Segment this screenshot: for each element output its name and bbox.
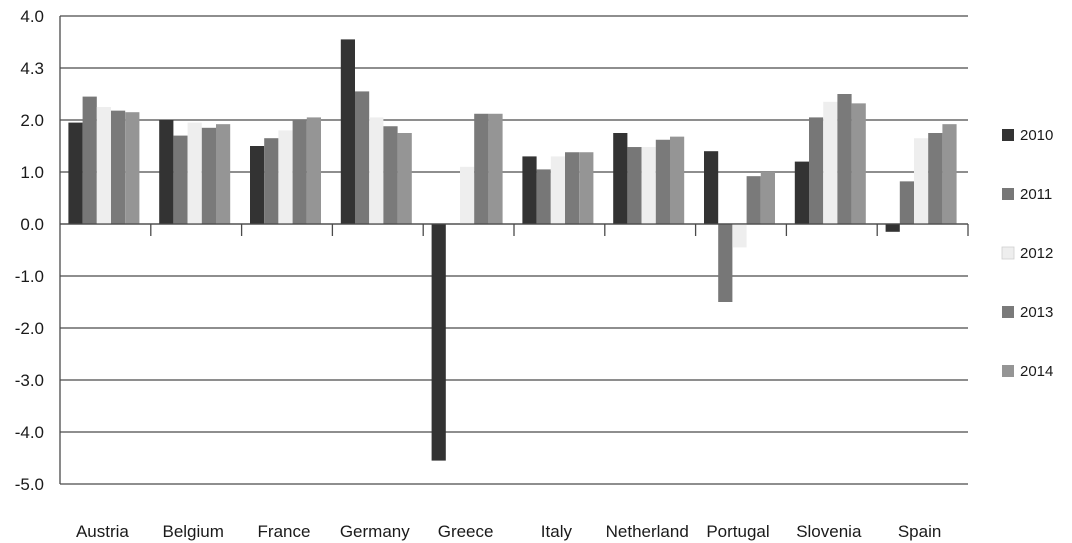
bar-2013-portugal [746, 176, 761, 224]
legend-swatch-2014 [1002, 365, 1014, 377]
bar-2011-austria [82, 96, 97, 224]
x-category-label: Greece [438, 522, 494, 541]
bar-2013-france [292, 120, 307, 224]
legend: 2010 2011 2012 2013 2014 [1001, 127, 1053, 380]
x-category-label: Italy [541, 522, 573, 541]
x-category-label: Spain [898, 522, 941, 541]
bar-2013-germany [383, 126, 398, 224]
bar-2013-spain [928, 133, 943, 224]
bar-2014-france [306, 117, 321, 224]
bar-2011-spain [899, 181, 914, 224]
bar-2013-slovenia [837, 94, 852, 224]
bar-2012-italy [550, 156, 565, 224]
x-category-label: Portugal [706, 522, 769, 541]
y-tick-label: -4.0 [15, 423, 44, 442]
bar-2012-germany [369, 117, 384, 224]
legend-label: 2014 [1020, 363, 1053, 380]
x-category-label: Netherland [606, 522, 689, 541]
bar-2014-germany [397, 133, 412, 224]
bars [68, 39, 957, 461]
y-tick-label: -3.0 [15, 371, 44, 390]
y-tick-label: 4.3 [20, 59, 44, 78]
bar-2010-slovenia [794, 161, 809, 224]
bar-2010-belgium [159, 120, 174, 224]
bar-2014-portugal [760, 172, 775, 224]
x-axis-category-labels: Austria Belgium France Germany Greece Italy Ne… [76, 522, 941, 541]
bar-2012-greece [460, 166, 475, 224]
bar-2012-austria [96, 107, 111, 224]
legend-swatch-2012 [1001, 246, 1015, 260]
bar-2011-germany [355, 91, 370, 225]
y-tick-label: 4.0 [20, 7, 44, 26]
y-tick-label: 2.0 [20, 111, 44, 130]
bar-2011-belgium [173, 135, 188, 224]
y-tick-label: -2.0 [15, 319, 44, 338]
bar-2014-belgium [216, 124, 231, 224]
bar-2013-greece [474, 113, 489, 224]
x-category-label: France [258, 522, 311, 541]
legend-swatch-2013 [1002, 306, 1014, 318]
bar-2010-netherland [613, 133, 628, 224]
y-tick-label: -1.0 [15, 267, 44, 286]
x-category-label: Germany [340, 522, 410, 541]
bar-2014-netherland [670, 136, 685, 224]
bar-2011-italy [536, 169, 551, 224]
x-category-label: Slovenia [796, 522, 862, 541]
bar-2011-netherland [627, 147, 642, 224]
legend-label: 2010 [1020, 127, 1053, 144]
bar-2011-france [264, 138, 279, 224]
y-axis-tick-labels: 4.0 4.3 2.0 1.0 0.0 -1.0 -2.0 -3.0 -4.0 -5.0 [15, 7, 44, 494]
gridlines [60, 15, 968, 485]
x-category-label: Austria [76, 522, 129, 541]
legend-label: 2013 [1020, 304, 1053, 321]
bar-2012-spain [914, 138, 929, 224]
axes [59, 16, 969, 484]
bar-2014-slovenia [851, 103, 866, 224]
bar-2012-france [278, 130, 293, 224]
x-category-label: Belgium [162, 522, 223, 541]
y-tick-label: 1.0 [20, 163, 44, 182]
bar-2013-austria [111, 110, 126, 224]
legend-label: 2012 [1020, 245, 1053, 262]
bar-2010-austria [68, 122, 83, 224]
bar-2013-italy [565, 152, 580, 224]
bar-2012-slovenia [823, 101, 838, 224]
bar-2011-portugal [718, 224, 733, 302]
bar-2010-portugal [704, 151, 719, 224]
bar-2012-belgium [187, 122, 202, 224]
bar-2010-italy [522, 156, 537, 224]
bar-2010-spain [885, 224, 900, 232]
y-tick-label: 0.0 [20, 215, 44, 234]
bar-2014-spain [942, 124, 957, 224]
bar-2010-germany [340, 39, 355, 225]
bar-2014-austria [125, 112, 140, 224]
legend-swatch-2010 [1002, 129, 1014, 141]
legend-swatch-2011 [1002, 188, 1014, 200]
bar-2013-netherland [655, 139, 670, 224]
y-tick-label: -5.0 [15, 475, 44, 494]
bar-2012-netherland [641, 147, 656, 224]
bar-2010-greece [431, 224, 446, 461]
bar-2013-belgium [201, 127, 216, 224]
bar-2014-greece [488, 113, 503, 224]
bar-2012-portugal [732, 224, 747, 248]
bar-2011-slovenia [809, 117, 824, 224]
bar-2014-italy [579, 152, 594, 224]
bar-2010-france [250, 146, 265, 224]
legend-label: 2011 [1020, 186, 1052, 203]
